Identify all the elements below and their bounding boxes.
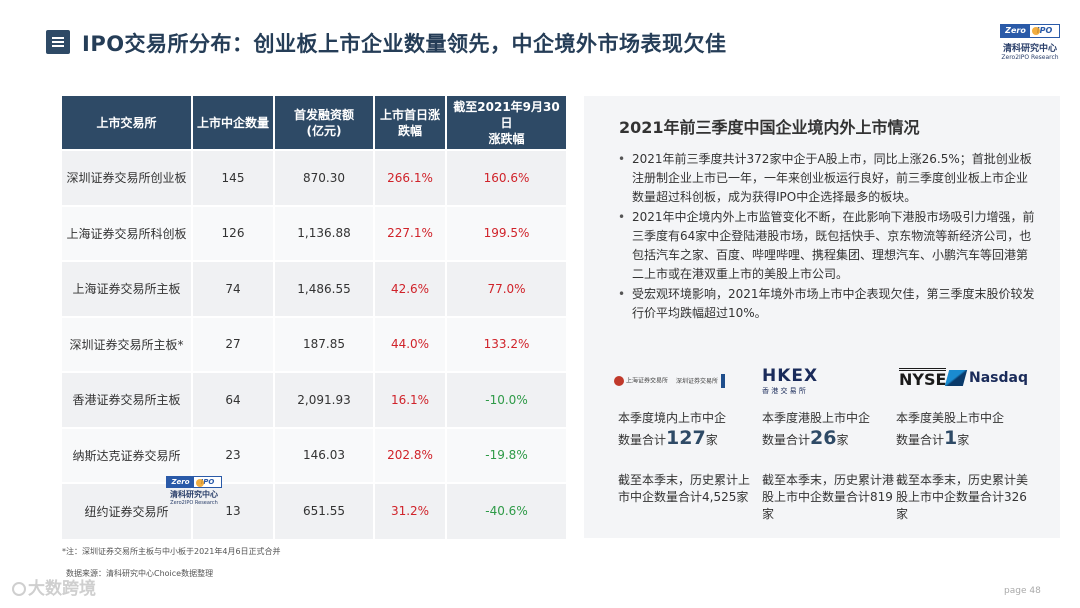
nasdaq-icon [944,370,968,386]
watermark-badge-left: Zero [167,477,194,487]
cell-to-date: 199.5% [446,204,566,261]
table-note: *注：深圳证券交易所主板与中小板于2021年4月6日正式合并 [62,547,281,556]
cell-count: 23 [192,426,275,483]
hkex-logo: HKEX 香 港 交 易 所 [762,366,819,395]
watermark-cn: 清科研究中心 [170,490,218,499]
exchange-logos: 上海证券交易所 深圳证券交易所 HKEX 香 港 交 易 所 NYSE Nasd… [614,364,1054,398]
stat-hk: 本季度港股上市中企 数量合计26家 截至本季末，历史累计港股上市中企数量合计81… [762,408,896,523]
bullet-list: 2021年前三季度共计372家中企于A股上市，同比上涨26.5%；首批创业板注册… [618,150,1036,324]
zero2ipo-logo: Zero IPO 清科研究中心 Zero2IPO Research [1000,24,1060,61]
stat-total: 数量合计1家 [896,427,970,449]
cell-exchange: 深圳证券交易所主板* [62,315,193,372]
cell-first-day: 202.8% [374,426,447,483]
cell-financing: 1,136.88 [274,204,375,261]
zero2ipo-watermark: Zero IPO 清科研究中心 Zero2IPO Research [166,476,222,506]
page-title: IPO交易所分布：创业板上市企业数量领先，中企境外市场表现欠佳 [82,32,727,56]
cell-first-day: 266.1% [374,149,447,206]
ipo-exchange-table: 上市交易所 上市中企数量 首发融资额 (亿元) 上市首日涨 跌幅 截至2021年… [62,96,566,539]
sse-szse-logo: 上海证券交易所 深圳证券交易所 [614,374,733,388]
cell-to-date: 133.2% [446,315,566,372]
summary-panel: 2021年前三季度中国企业境内外上市情况 2021年前三季度共计372家中企于A… [584,96,1060,538]
cell-financing: 651.55 [274,482,375,539]
header-first-day: 上市首日涨 跌幅 [374,96,447,150]
cell-count: 126 [192,204,275,261]
nasdaq-logo: Nasdaq [944,370,1028,386]
cell-exchange: 深圳证券交易所创业板 [62,149,193,206]
cell-first-day: 44.0% [374,315,447,372]
szse-logo-icon [720,374,733,388]
table-row: 纽约证券交易所 13 651.55 31.2% -40.6% [62,482,566,539]
cell-to-date: -40.6% [446,482,566,539]
cell-financing: 1,486.55 [274,260,375,317]
stat-total: 数量合计127家 [618,427,718,449]
cell-count: 64 [192,371,275,428]
stat-cumulative: 截至本季末，历史累计港股上市中企数量合计819家 [762,473,895,521]
panel-title: 2021年前三季度中国企业境内外上市情况 [619,118,920,137]
header-to-date: 截至2021年9月30日 涨跌幅 [446,96,566,150]
data-source: 数据来源：清科研究中心Choice数据整理 [66,569,214,578]
cell-first-day: 31.2% [374,482,447,539]
menu-icon [46,30,70,54]
logo-cn-text: 清科研究中心 [1002,44,1057,54]
header-exchange: 上市交易所 [62,96,193,150]
header-count: 上市中企数量 [192,96,275,150]
table-row: 上海证券交易所主板 74 1,486.55 42.6% 77.0% [62,260,566,317]
watermark-en: Zero2IPO Research [170,500,218,506]
stat-cumulative: 截至本季末，历史累计美股上市中企数量合计326家 [896,473,1029,521]
bullet-item: 2021年中企境内外上市监管变化不断，在此影响下港股市场吸引力增强，前三季度有6… [618,208,1036,284]
cell-to-date: 160.6% [446,149,566,206]
logo-en-text: Zero2IPO Research [1001,54,1059,61]
cell-count: 27 [192,315,275,372]
table-row: 纳斯达克证券交易所 23 146.03 202.8% -19.8% [62,426,566,483]
brand-watermark-text: 大数跨境 [28,579,96,599]
cell-first-day: 16.1% [374,371,447,428]
cell-first-day: 227.1% [374,204,447,261]
cell-count: 145 [192,149,275,206]
cell-to-date: -10.0% [446,371,566,428]
table-row: 深圳证券交易所创业板 145 870.30 266.1% 160.6% [62,149,566,206]
cell-count: 74 [192,260,275,317]
bullet-item: 2021年前三季度共计372家中企于A股上市，同比上涨26.5%；首批创业板注册… [618,150,1036,207]
brand-logo-icon [12,582,26,596]
cell-financing: 2,091.93 [274,371,375,428]
bullet-item: 受宏观环境影响，2021年境外市场上市中企表现欠佳，第三季度末股价较发行价平均跌… [618,285,1036,323]
header-financing: 首发融资额 (亿元) [274,96,375,150]
cell-financing: 870.30 [274,149,375,206]
cell-financing: 146.03 [274,426,375,483]
cell-financing: 187.85 [274,315,375,372]
cell-exchange: 上海证券交易所科创板 [62,204,193,261]
table-row: 深圳证券交易所主板* 27 187.85 44.0% 133.2% [62,315,566,372]
table-row: 上海证券交易所科创板 126 1,136.88 227.1% 199.5% [62,204,566,261]
table-row: 香港证券交易所主板 64 2,091.93 16.1% -10.0% [62,371,566,428]
stat-label: 本季度美股上市中企 [896,411,1005,425]
cell-to-date: 77.0% [446,260,566,317]
logo-badge-right: IPO [1030,25,1059,37]
cell-to-date: -19.8% [446,426,566,483]
stat-total: 数量合计26家 [762,427,849,449]
nyse-logo: NYSE [899,368,947,389]
watermark-badge-right: IPO [194,477,221,487]
cell-exchange: 上海证券交易所主板 [62,260,193,317]
cell-first-day: 42.6% [374,260,447,317]
stat-us: 本季度美股上市中企 数量合计1家 截至本季末，历史累计美股上市中企数量合计326… [896,408,1030,523]
page-number: page 48 [1004,586,1041,596]
logo-badge-left: Zero [1001,25,1030,37]
brand-watermark: 大数跨境 [12,574,96,599]
cell-exchange: 香港证券交易所主板 [62,371,193,428]
stat-cumulative: 截至本季末，历史累计上市中企数量合计4,525家 [618,473,751,504]
table-header-row: 上市交易所 上市中企数量 首发融资额 (亿元) 上市首日涨 跌幅 截至2021年… [62,96,566,150]
stat-domestic: 本季度境内上市中企 数量合计127家 截至本季末，历史累计上市中企数量合计4,5… [618,408,752,506]
stat-label: 本季度港股上市中企 [762,411,871,425]
cell-exchange: 纽约证券交易所 [62,482,193,539]
cell-exchange: 纳斯达克证券交易所 [62,426,193,483]
cell-count: 13 [192,482,275,539]
stat-label: 本季度境内上市中企 [618,411,727,425]
sse-logo-icon [614,376,624,386]
